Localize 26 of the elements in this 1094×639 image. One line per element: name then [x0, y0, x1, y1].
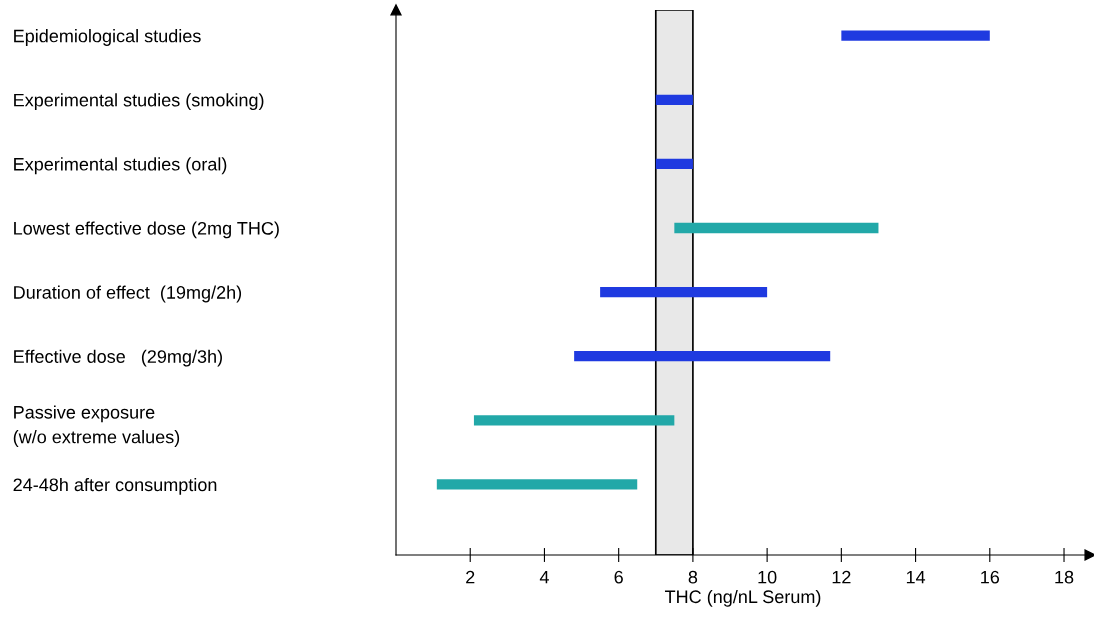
y-tick-label: Lowest effective dose (2mg THC) [14, 221, 279, 239]
x-tick-label: 12 [832, 570, 851, 584]
y-tick-label: Passive exposure (w/o extreme values) [13, 405, 180, 447]
x-tick-label: 8 [688, 570, 698, 584]
x-tick-label: 2 [466, 570, 475, 584]
y-tick-label: Duration of effect (19mg/2h) [14, 285, 242, 303]
x-tick-label: 10 [758, 570, 777, 584]
bar [600, 286, 768, 298]
y-tick-label: Effective dose (29mg/3h) [14, 349, 222, 367]
y-tick-label: Epidemiological studies [14, 29, 201, 46]
x-tick-label: 18 [1055, 570, 1074, 584]
x-tick-label: 4 [539, 570, 549, 584]
bar [841, 30, 990, 41]
x-axis-title: THC (ng/nL Serum) [664, 589, 821, 607]
bar [655, 94, 693, 105]
bar [473, 415, 675, 426]
bar [674, 222, 879, 234]
bar [436, 479, 638, 490]
y-tick-label: Experimental studies (smoking) [14, 93, 264, 111]
bar [655, 158, 693, 170]
y-tick-label: 24-48h after consumption [13, 477, 217, 495]
bar [574, 351, 831, 362]
y-tick-label: Experimental studies (oral) [14, 157, 227, 175]
x-tick-label: 14 [906, 570, 926, 584]
x-tick-label: 6 [614, 570, 623, 584]
x-tick-label: 16 [981, 570, 1000, 584]
